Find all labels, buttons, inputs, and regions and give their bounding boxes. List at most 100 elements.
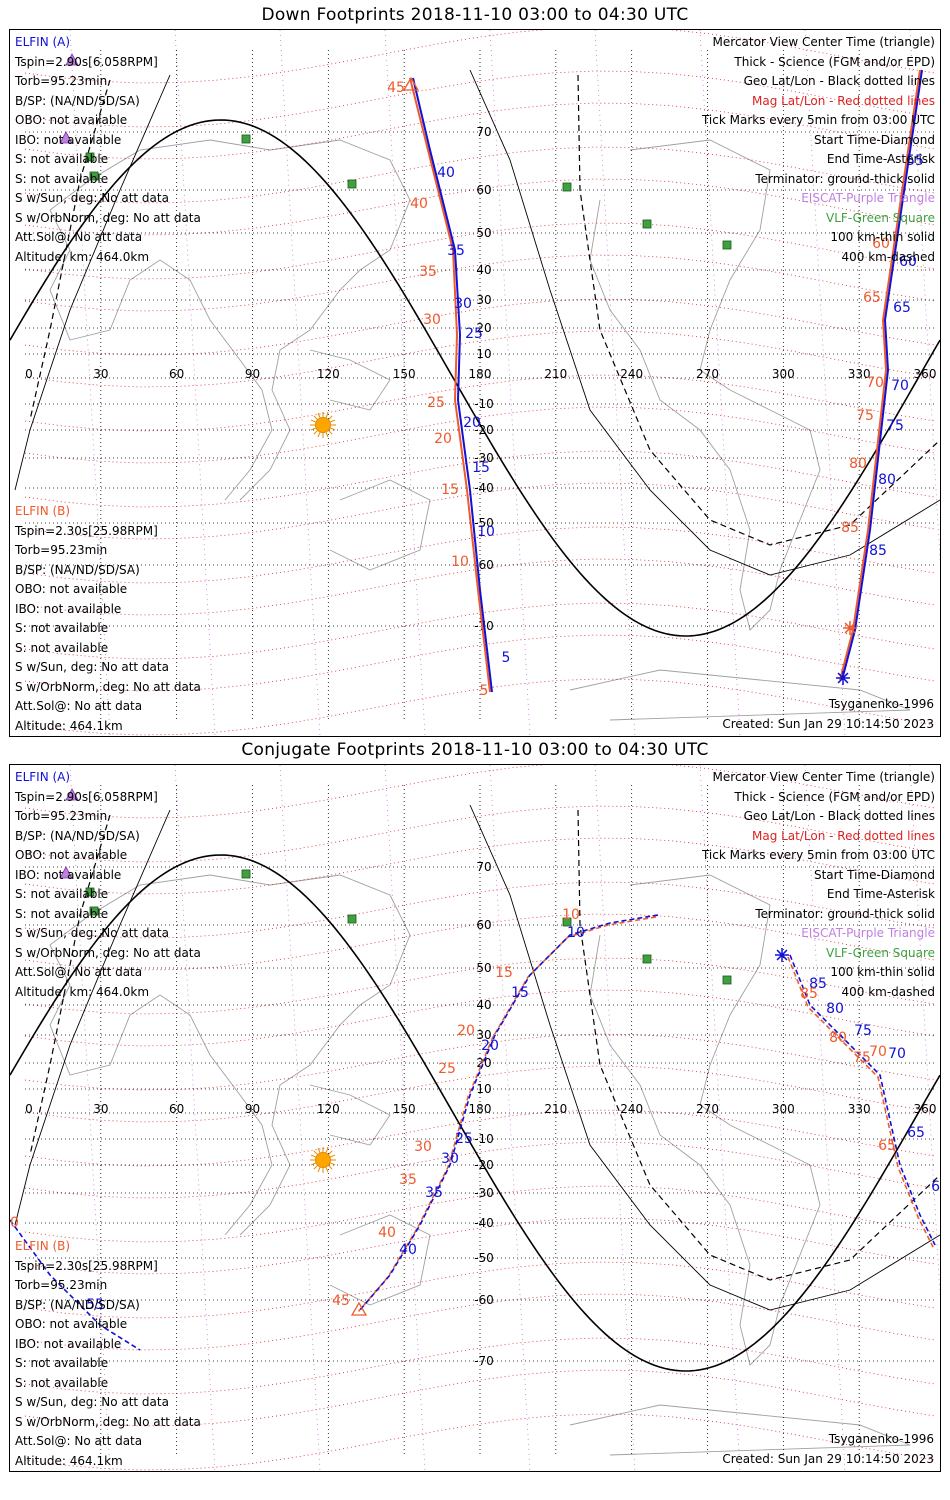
- info-line: OBO: not available: [15, 1317, 128, 1331]
- sun-ray: [329, 427, 336, 431]
- legend-item: EISCAT-Purple Triangle: [801, 191, 935, 205]
- lat-tick-label: 50: [476, 226, 491, 240]
- legend-item: Mercator View Center Time (triangle): [712, 35, 935, 49]
- elfin-b-tick-label: 75: [856, 408, 874, 424]
- lat-tick-label: 30: [476, 1028, 491, 1042]
- elfin-a-track: [359, 914, 659, 1311]
- lat-tick-label: -70: [474, 1354, 494, 1368]
- terminator-400km-line: [29, 814, 111, 1156]
- elfin-b-tick-label: 40: [410, 196, 428, 212]
- sun-ray: [327, 1150, 333, 1156]
- elfin-a-tick-label: 15: [472, 460, 490, 476]
- vlf-station-square: [89, 906, 99, 916]
- lon-tick-label: 150: [393, 367, 416, 381]
- legend-item: Tick Marks every 5min from 03:00 UTC: [701, 113, 935, 127]
- elfin-b-tick-label: 70: [869, 1044, 887, 1060]
- info-line: Torb=95.23min: [15, 74, 108, 88]
- terminator-100km-line: [14, 74, 171, 491]
- end-asterisk-marker: [844, 622, 856, 634]
- elfin-a-tick-label: 70: [888, 1046, 906, 1062]
- info-line: Torb=95.23min: [15, 809, 108, 823]
- vlf-station-square: [85, 887, 95, 897]
- terminator-ground-line: [10, 854, 940, 1372]
- info-line: Att.Sol@: No att data: [15, 699, 143, 713]
- vlf-station-square: [562, 917, 572, 927]
- lon-tick-label: 90: [245, 367, 260, 381]
- elfin-b-info: ELFIN (B) Tspin=2.30s[25.98RPM] Torb=95.…: [15, 1237, 201, 1471]
- lon-tick-label: 30: [93, 1102, 108, 1116]
- lat-tick-label: -30: [474, 1186, 494, 1200]
- legend-item: Start Time-Diamond: [813, 867, 935, 882]
- info-line: IBO: not available: [15, 132, 122, 147]
- conjugate-footprints-map-panel: 0 30 60 90 120 150 180 210 240 270 300 330 360 70 60 50…: [9, 764, 941, 1472]
- elfin-b-track: [357, 916, 657, 1313]
- terminator-ground-line: [10, 119, 940, 637]
- sun-ray: [310, 427, 317, 431]
- legend-item: 400 km-dashed: [841, 249, 935, 264]
- vlf-station-square: [642, 954, 652, 964]
- mag-lon-line: [489, 30, 531, 736]
- info-line: S w/Sun, deg: No att data: [15, 926, 169, 940]
- legend-item: EISCAT-Purple Triangle: [801, 926, 935, 940]
- sun-ray: [327, 415, 333, 421]
- elfin-a-info: ELFIN (A) Tspin=2.90s[6.058RPM] Torb=95.…: [15, 33, 201, 267]
- elfin-b-track: [787, 956, 934, 1248]
- lat-tick-label: 40: [476, 263, 491, 277]
- vlf-station-square: [241, 134, 251, 144]
- end-asterisk-marker: [776, 949, 788, 961]
- legend-item: 100 km-thin solid: [830, 965, 935, 979]
- elfin-a-tick-label: 40: [399, 1242, 417, 1258]
- terminator-100km-line: [469, 804, 940, 1311]
- info-line: Altitude, km: 464.0km: [15, 249, 150, 264]
- elfin-b-tick-label: 15: [441, 482, 459, 498]
- elfin-b-tick-label: 70: [866, 375, 884, 391]
- eiscat-station-triangle: [65, 53, 79, 66]
- legend-item: Mag Lat/Lon - Red dotted lines: [751, 828, 935, 843]
- info-line: Tspin=2.30s[25.98RPM]: [15, 523, 158, 538]
- info-line: S: not available: [15, 887, 109, 901]
- elfin-a-tick-label: 60: [899, 254, 917, 270]
- elfin-a-tick-label: 10: [477, 524, 495, 540]
- elfin-a-tick-label: 20: [481, 1038, 499, 1054]
- info-line: IBO: not available: [15, 1336, 122, 1351]
- continent-outline: [569, 1404, 911, 1456]
- elfin-a-tick-label: 85: [809, 976, 827, 992]
- lon-tick-label: 60: [169, 367, 184, 381]
- panel-title: Down Footprints 2018-11-10 03:00 to 04:3…: [261, 5, 689, 25]
- elfin-b-label: ELFIN (B): [15, 504, 71, 518]
- legend-item: Start Time-Diamond: [813, 132, 935, 147]
- lat-tick-label: -10: [474, 1132, 494, 1146]
- mag-lon-line: [489, 765, 531, 1471]
- lon-tick-label: 210: [544, 1102, 567, 1116]
- mag-lon-line: [384, 30, 426, 736]
- lat-tick-label: -60: [474, 1293, 494, 1307]
- info-line: B/SP: (NA/ND/SD/SA): [15, 562, 140, 577]
- terminator-100km-line: [469, 69, 940, 576]
- elfin-b-tick-label: 25: [427, 395, 445, 411]
- vlf-station-square: [642, 219, 652, 229]
- elfin-b-tick-label: 40: [378, 1225, 396, 1241]
- elfin-b-tick-label: 45: [387, 80, 405, 96]
- start-triangle-marker: [350, 1301, 368, 1316]
- info-line: S w/OrbNorm, deg: No att data: [15, 679, 201, 694]
- mercator-map: 0 30 60 90 120 150 180 210 240 270 300 330 360706050…: [10, 765, 940, 1471]
- lat-tick-label: 20: [476, 321, 491, 335]
- lon-tick-label: 0: [25, 367, 33, 381]
- info-line: OBO: not available: [15, 848, 128, 862]
- continent-outline: [329, 1214, 431, 1306]
- elfin-a-tick-label: 25: [455, 1131, 473, 1147]
- mag-lon-line: [279, 765, 321, 1471]
- info-line: B/SP: (NA/ND/SD/SA): [15, 1297, 140, 1312]
- elfin-b-tick-label: 30: [423, 312, 441, 328]
- elfin-b-info: ELFIN (B) Tspin=2.30s[25.98RPM] Torb=95.…: [15, 502, 201, 736]
- elfin-b-tick-label: 75: [853, 1050, 871, 1066]
- terminator-100km-line: [14, 809, 171, 1226]
- elfin-a-track: [10, 1219, 141, 1351]
- lon-tick-label: 330: [848, 1102, 871, 1116]
- mag-lat-line: [24, 678, 936, 736]
- info-line: S w/Sun, deg: No att data: [15, 191, 169, 205]
- sun-ray: [329, 419, 336, 423]
- lat-tick-label: 70: [476, 125, 491, 139]
- elfin-a-tick-label: 5: [502, 650, 511, 666]
- legend-item: Geo Lat/Lon - Black dotted lines: [743, 74, 935, 88]
